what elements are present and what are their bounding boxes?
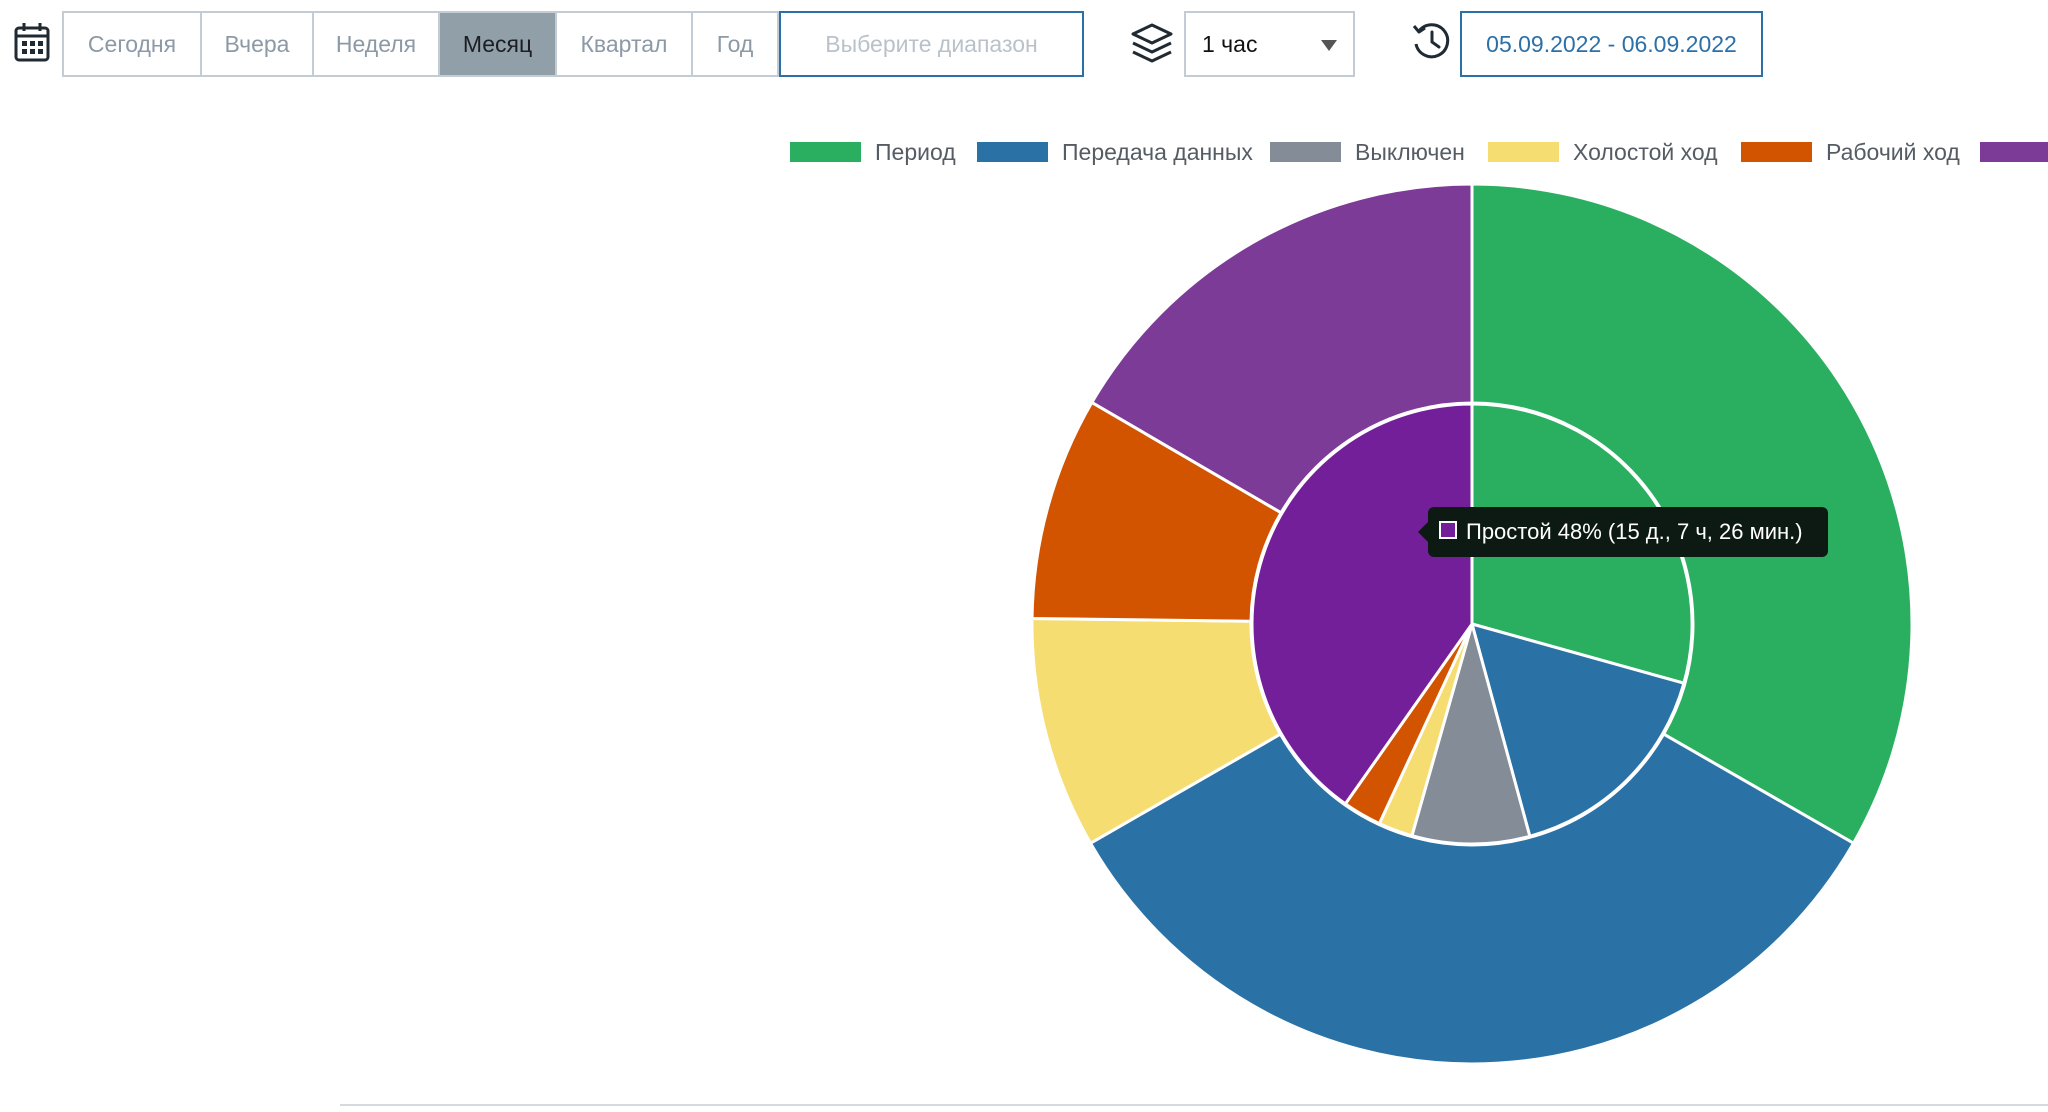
legend-swatch [977,142,1048,162]
period-selector: Сегодня Вчера Неделя Месяц Квартал Год В… [62,11,1084,77]
legend-swatch [1741,142,1812,162]
legend-item[interactable]: Рабочий ход [1741,139,1960,165]
calendar-icon[interactable] [14,22,50,62]
interval-select-value: 1 час [1202,31,1258,57]
period-today-button[interactable]: Сегодня [64,13,202,75]
legend-label: Рабочий ход [1826,139,1960,165]
legend-label: Передача данных [1062,139,1253,165]
legend-swatch [1980,142,2048,162]
legend-item[interactable]: Передача данных [977,139,1253,165]
period-quarter-button[interactable]: Квартал [557,13,693,75]
date-range-display[interactable]: 05.09.2022 - 06.09.2022 [1460,11,1763,77]
legend-item[interactable]: Выключен [1270,139,1465,165]
inner-ring [1250,402,1694,846]
chart-canvas: Период Передача данных Выключен Холостой хо… [790,139,2048,1066]
legend-item[interactable]: Период [790,139,956,165]
period-month-button[interactable]: Месяц [440,13,557,75]
legend-label: Выключен [1355,139,1465,165]
inner-slice[interactable] [1250,402,1474,806]
history-icon[interactable] [1410,20,1452,62]
period-yesterday-button[interactable]: Вчера [202,13,314,75]
chart-tooltip: Простой 48% (15 д., 7 ч, 26 мин.) [1418,507,1828,557]
inner-slice[interactable] [1410,618,1532,846]
legend-item[interactable] [1980,142,2048,162]
legend-item[interactable]: Холостой ход [1488,139,1718,165]
legend-swatch [1488,142,1559,162]
date-range-picker-input[interactable]: Выберите диапазон [779,11,1084,77]
period-year-button[interactable]: Год [693,13,779,75]
legend-swatch [1270,142,1341,162]
toolbar: Сегодня Вчера Неделя Месяц Квартал Год В… [0,0,2048,90]
donut-chart: Период Передача данных Выключен Холостой хо… [0,120,2048,1112]
tooltip-text: Простой 48% (15 д., 7 ч, 26 мин.) [1466,519,1803,544]
legend-swatch [790,142,861,162]
period-week-button[interactable]: Неделя [314,13,440,75]
chevron-down-icon [1321,40,1337,51]
interval-select[interactable]: 1 час [1184,11,1355,77]
chart-legend: Период Передача данных Выключен Холостой хо… [790,139,2048,165]
tooltip-arrow [1418,522,1428,542]
inner-slice[interactable] [1469,621,1686,839]
legend-label: Холостой ход [1573,139,1718,165]
layers-icon[interactable] [1130,22,1174,64]
tooltip-color-swatch [1439,521,1457,539]
legend-label: Период [875,139,956,165]
divider [340,1104,2048,1106]
